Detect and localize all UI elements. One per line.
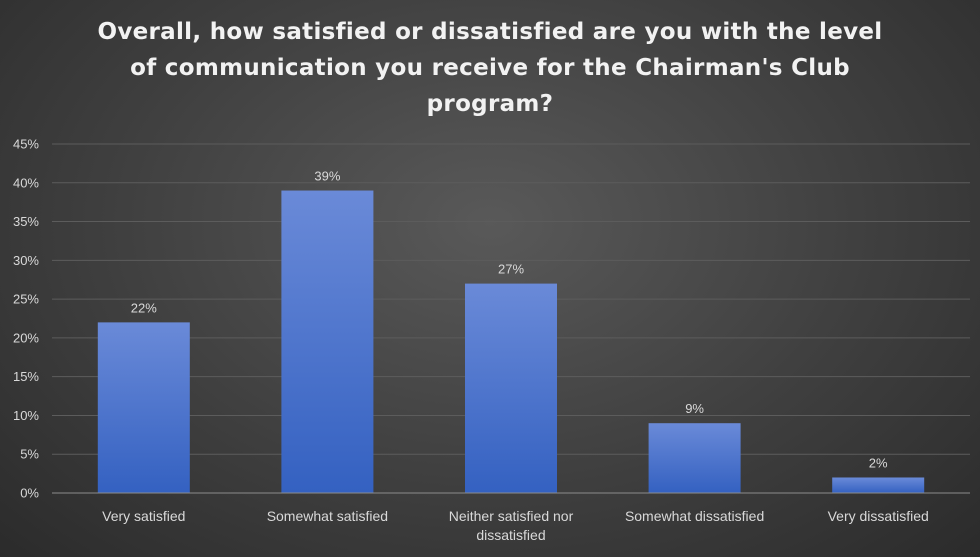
x-tick-label: Very dissatisfied [828,508,929,524]
y-tick-label: 30% [13,253,39,268]
data-label: 22% [131,300,157,315]
x-tick-label: Somewhat satisfied [267,508,388,524]
y-tick-label: 15% [13,369,39,384]
y-tick-label: 40% [13,175,39,190]
x-tick-label: Very satisfied [102,508,185,524]
bar [832,477,925,493]
y-tick-label: 10% [13,408,39,423]
bar [648,423,741,493]
data-label: 9% [685,401,704,416]
y-tick-label: 5% [20,447,39,462]
y-tick-label: 25% [13,292,39,307]
bars [97,190,925,494]
chart-title: Overall, how satisfied or dissatisfied a… [97,19,883,117]
x-axis-category-labels: Very satisfied Somewhat satisfied Neither … [102,508,929,543]
x-tick-label: Neither satisfied nor dissatisfied [449,508,574,543]
data-label: 27% [498,262,524,277]
y-tick-label: 0% [20,486,39,501]
bar [465,283,557,493]
data-label: 2% [869,455,888,470]
y-tick-label: 35% [13,214,39,229]
y-axis-tick-labels: 0% 5% 10% 15% 20% 25% 30% 35% 40% 45% [13,137,39,501]
x-tick-label: Somewhat dissatisfied [625,508,764,524]
data-labels: 22% 39% 27% 9% 2% [131,169,888,471]
bar [97,322,190,493]
y-tick-label: 45% [13,137,39,152]
bar [281,190,374,494]
y-tick-label: 20% [13,330,39,345]
data-label: 39% [314,169,340,184]
